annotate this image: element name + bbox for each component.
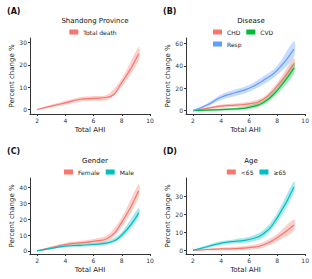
svg-text:2: 2 (191, 257, 195, 264)
svg-text:40: 40 (19, 184, 27, 191)
svg-text:(A): (A) (7, 7, 21, 16)
svg-text:8: 8 (275, 257, 279, 264)
svg-text:Male: Male (120, 169, 135, 176)
svg-text:30: 30 (19, 39, 27, 46)
svg-text:0: 0 (179, 247, 183, 254)
svg-text:10: 10 (146, 117, 154, 124)
svg-text:6: 6 (247, 117, 251, 124)
svg-text:10: 10 (146, 257, 154, 264)
svg-text:10: 10 (19, 232, 27, 239)
svg-text:≥65: ≥65 (273, 169, 286, 176)
svg-text:(D): (D) (163, 147, 177, 156)
svg-text:4: 4 (63, 117, 67, 124)
svg-text:<65: <65 (241, 169, 254, 176)
svg-text:20: 20 (175, 85, 183, 92)
svg-text:Total AHI: Total AHI (74, 126, 106, 134)
svg-text:Shandong Province: Shandong Province (61, 17, 128, 25)
svg-text:10: 10 (175, 229, 183, 236)
svg-text:6: 6 (92, 117, 96, 124)
svg-text:CHD: CHD (227, 29, 241, 36)
svg-text:4: 4 (63, 257, 67, 264)
svg-text:Resp: Resp (227, 41, 242, 49)
svg-text:Percent change %: Percent change % (8, 184, 16, 248)
svg-text:Percent change %: Percent change % (164, 44, 172, 108)
svg-text:30: 30 (175, 193, 183, 200)
svg-text:10: 10 (19, 84, 27, 91)
svg-text:(B): (B) (163, 7, 176, 16)
svg-text:40: 40 (175, 62, 183, 69)
svg-text:(C): (C) (7, 147, 20, 156)
svg-text:20: 20 (175, 211, 183, 218)
svg-text:CVD: CVD (260, 29, 273, 36)
svg-text:Gender: Gender (82, 157, 108, 165)
svg-text:2: 2 (35, 117, 39, 124)
svg-text:4: 4 (219, 257, 223, 264)
svg-text:20: 20 (19, 61, 27, 68)
svg-text:8: 8 (120, 257, 124, 264)
svg-text:Total AHI: Total AHI (74, 266, 106, 274)
svg-text:6: 6 (92, 257, 96, 264)
svg-text:6: 6 (247, 257, 251, 264)
svg-text:Age: Age (244, 157, 258, 165)
svg-text:20: 20 (19, 216, 27, 223)
svg-text:Percent change %: Percent change % (164, 184, 172, 248)
svg-text:0: 0 (179, 107, 183, 114)
svg-text:60: 60 (175, 40, 183, 47)
svg-text:8: 8 (120, 117, 124, 124)
svg-text:Percent change %: Percent change % (8, 44, 16, 108)
svg-text:Total death: Total death (82, 29, 116, 36)
svg-text:0: 0 (23, 106, 27, 113)
svg-text:Female: Female (78, 169, 100, 176)
svg-text:0: 0 (23, 247, 27, 254)
svg-text:Total AHI: Total AHI (229, 126, 261, 134)
svg-text:10: 10 (301, 117, 309, 124)
svg-text:30: 30 (19, 200, 27, 207)
svg-text:10: 10 (301, 257, 309, 264)
svg-text:8: 8 (275, 117, 279, 124)
svg-text:2: 2 (191, 117, 195, 124)
svg-text:Total AHI: Total AHI (229, 266, 261, 274)
svg-text:2: 2 (35, 257, 39, 264)
svg-text:4: 4 (219, 117, 223, 124)
svg-text:Disease: Disease (237, 17, 265, 25)
